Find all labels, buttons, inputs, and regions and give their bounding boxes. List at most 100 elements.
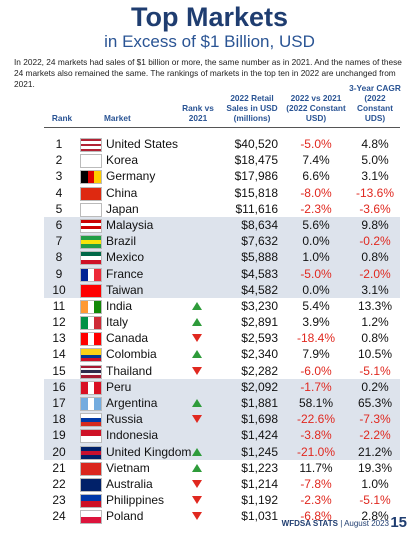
cagr: 9.8% [361,217,389,232]
cagr: 10.5% [357,347,393,362]
flag-stripe [81,252,101,257]
table-row: 2 Korea $18,475 7.4% 5.0% [44,152,400,169]
flag [80,380,102,395]
flag-stripe [81,244,101,249]
flag-stripe [81,462,101,475]
sales: $15,818 [234,185,278,200]
change-2021: -5.0% [300,266,332,281]
rank: 1 [55,137,63,151]
flag-stripe [81,146,101,149]
table-header: Rank Market Rank vs 2021 2022 Retail Sales … [44,83,401,128]
table-row: 18 Russia $1,698 -22.6% -7.3% [44,411,400,428]
change-2021: 7.9% [302,347,330,362]
market: United Kingdom [106,444,192,459]
change-2021: 0.0% [302,282,330,297]
market: Germany [106,169,156,184]
change-2021: -1.7% [300,379,332,394]
table-row: 15 Thailand $2,282 -6.0% -5.1% [44,363,400,379]
market: India [106,298,133,313]
sales: $3,230 [241,298,278,313]
change-2021: 6.6% [302,169,330,184]
rank: 16 [52,379,66,394]
flag [80,510,102,525]
table-row: 14 Colombia $2,340 7.9% 10.5% [44,346,400,363]
rank: 4 [55,185,63,200]
rank: 17 [52,396,66,410]
sales: $18,475 [234,153,278,168]
market: France [106,266,144,281]
page-number: 15 [390,514,407,531]
flag [80,218,102,233]
table-row: 17 Argentina $1,881 58.1% 65.3% [44,395,400,412]
table-row: 4 China $15,818 -8.0% -13.6% [44,185,400,201]
rank: 12 [52,315,66,330]
arrow-down [192,496,202,505]
footer: WFDSA STATS | August 2023 [282,519,389,528]
column-header: 2022 Retail Sales in USD (millions) [226,93,278,123]
arrow-down [192,334,202,343]
market: Malaysia [106,217,154,232]
column-header: 2022 vs 2021 (2022 Constant USD) [286,93,346,123]
intro: In 2022, 24 markets had sales of $1 bill… [14,57,402,89]
flag-stripe [81,436,101,443]
arrow-up [192,447,202,456]
rank: 6 [55,217,63,232]
rank: 7 [55,234,63,249]
cagr: 5.0% [361,153,389,168]
flag-stripe [81,358,101,362]
market: Korea [106,153,139,168]
rank: 15 [52,363,66,378]
cagr: -2.2% [359,428,391,443]
cagr: 1.0% [361,476,389,491]
flag-stripe [94,171,102,184]
flag-stripe [81,418,101,423]
flag-stripe [81,148,101,152]
cagr: -7.3% [359,412,391,427]
change-2021: -6.8% [300,509,332,524]
market: Colombia [106,347,157,362]
column-header: 3-Year CAGR (2022 Constant UDS) [349,83,401,123]
sales: $2,282 [241,363,278,378]
cagr: 3.1% [361,169,389,184]
flag-stripe [81,495,101,502]
flag [80,186,102,201]
flag-stripe [81,268,88,281]
sales: $5,888 [241,250,278,265]
arrow-up [192,350,202,359]
flag [80,364,102,379]
sales: $2,340 [241,347,278,362]
flag-stripe [81,454,101,459]
change-2021: 58.1% [298,396,334,410]
flag-stripe [81,372,101,376]
sales: $2,891 [241,315,278,330]
flag-stripe [81,478,101,491]
rank: 19 [52,428,66,443]
arrow-down [192,512,202,521]
flag [80,429,102,444]
rank: 10 [52,282,66,297]
change-2021: 0.0% [302,234,330,249]
cagr: -3.6% [359,201,391,216]
sales: $1,424 [241,428,278,443]
change-2021: -6.0% [300,363,332,378]
flag [80,170,102,185]
flag-stripe [94,333,102,346]
cagr: -0.2% [359,234,391,249]
change-2021: 11.7% [299,460,333,475]
cagr: 13.3% [357,298,393,313]
change-2021: -2.3% [300,493,332,508]
table-row: 16 Peru $2,092 -1.7% 0.2% [44,378,400,395]
table-row: 24 Poland $1,031 -6.8% 2.8% [44,508,400,525]
cagr: 2.8% [361,509,389,524]
market: Poland [106,509,144,524]
flag [80,461,102,476]
market: Brazil [106,234,137,249]
change-2021: 5.4% [302,298,330,313]
change-2021: -8.0% [300,185,332,200]
table-row: 20 United Kingdom $1,245 -21.0% 21.2% [44,443,400,460]
change-2021: -22.6% [296,412,336,427]
sales: $17,986 [234,169,278,184]
title: Top Markets [130,2,289,32]
flag [80,299,102,314]
table-row: 11 India $3,230 5.4% 13.3% [44,298,400,314]
